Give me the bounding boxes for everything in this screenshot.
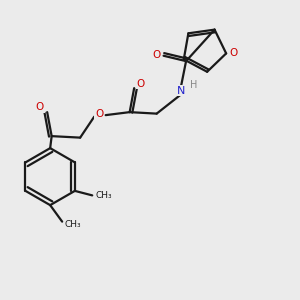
Text: O: O	[35, 102, 44, 112]
Text: O: O	[95, 109, 103, 118]
Text: O: O	[230, 48, 238, 59]
Text: O: O	[136, 79, 145, 88]
Text: O: O	[153, 50, 161, 60]
Text: N: N	[176, 85, 185, 95]
Text: CH₃: CH₃	[64, 220, 81, 229]
Text: CH₃: CH₃	[96, 191, 112, 200]
Text: H: H	[190, 80, 197, 89]
